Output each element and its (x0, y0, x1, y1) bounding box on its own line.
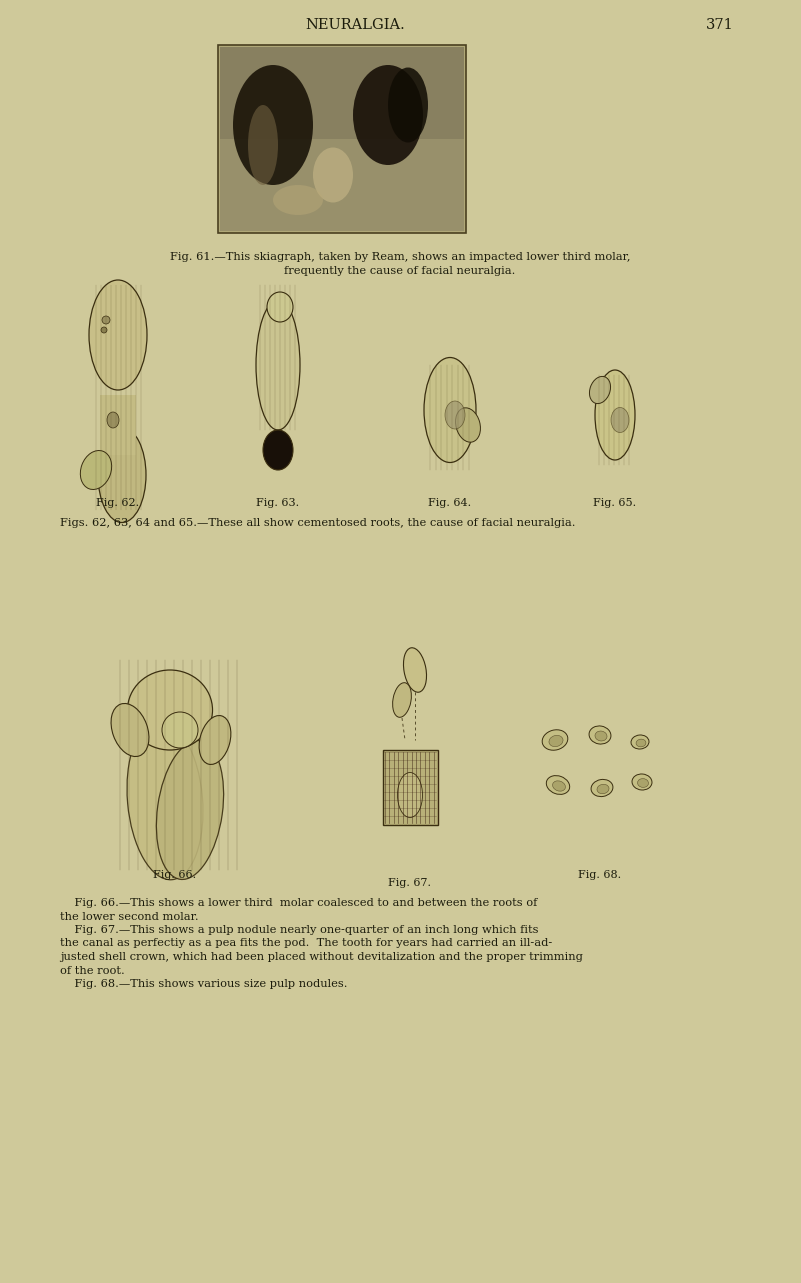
Bar (100, 395, 136, 455)
Ellipse shape (107, 412, 119, 429)
Text: the lower second molar.: the lower second molar. (60, 911, 199, 921)
Text: Fig. 65.: Fig. 65. (594, 498, 637, 508)
Ellipse shape (591, 779, 613, 797)
Ellipse shape (597, 784, 609, 794)
Ellipse shape (445, 402, 465, 429)
Text: justed shell crown, which had been placed without devitalization and the proper : justed shell crown, which had been place… (60, 952, 583, 962)
Ellipse shape (98, 427, 146, 522)
Ellipse shape (199, 716, 231, 765)
Ellipse shape (263, 430, 293, 470)
Ellipse shape (397, 772, 422, 817)
Ellipse shape (392, 683, 412, 717)
Ellipse shape (636, 739, 646, 747)
Ellipse shape (553, 781, 566, 792)
Ellipse shape (313, 148, 353, 203)
Text: Fig. 67.—This shows a pulp nodule nearly one-quarter of an inch long which fits: Fig. 67.—This shows a pulp nodule nearly… (60, 925, 538, 935)
Ellipse shape (595, 370, 635, 461)
Bar (220, 139, 464, 231)
Bar (220, 47, 464, 231)
Bar (218, 45, 466, 234)
Text: Fig. 61.—This skiagraph, taken by Ream, shows an impacted lower third molar,: Fig. 61.—This skiagraph, taken by Ream, … (170, 251, 630, 262)
Text: Fig. 68.—This shows various size pulp nodules.: Fig. 68.—This shows various size pulp no… (60, 979, 348, 989)
Ellipse shape (590, 376, 610, 404)
Ellipse shape (388, 68, 428, 142)
Ellipse shape (273, 185, 323, 216)
Text: Fig. 63.: Fig. 63. (256, 498, 300, 508)
Ellipse shape (589, 726, 611, 744)
Text: the canal as perfectiy as a pea fits the pod.  The tooth for years had carried a: the canal as perfectiy as a pea fits the… (60, 938, 552, 948)
Text: of the root.: of the root. (60, 966, 125, 975)
Text: Figs. 62, 63, 64 and 65.—These all show cementosed roots, the cause of facial ne: Figs. 62, 63, 64 and 65.—These all show … (60, 518, 575, 529)
Ellipse shape (595, 731, 607, 742)
Ellipse shape (546, 776, 570, 794)
Ellipse shape (89, 280, 147, 390)
Ellipse shape (611, 408, 629, 432)
Text: Fig. 62.: Fig. 62. (96, 498, 139, 508)
Ellipse shape (267, 293, 293, 322)
Ellipse shape (424, 358, 476, 462)
Ellipse shape (632, 774, 652, 790)
Text: NEURALGIA.: NEURALGIA. (305, 18, 405, 32)
Circle shape (101, 327, 107, 334)
Ellipse shape (127, 670, 212, 751)
Ellipse shape (127, 720, 203, 880)
Ellipse shape (542, 730, 568, 751)
Text: Fig. 64.: Fig. 64. (429, 498, 472, 508)
Text: Fig. 68.: Fig. 68. (578, 870, 622, 880)
Circle shape (162, 712, 198, 748)
Ellipse shape (111, 703, 149, 757)
Bar (383, 751, 438, 825)
Text: Fig. 66.: Fig. 66. (154, 870, 196, 880)
Text: frequently the cause of facial neuralgia.: frequently the cause of facial neuralgia… (284, 266, 516, 276)
Ellipse shape (638, 779, 649, 788)
Text: 371: 371 (706, 18, 734, 32)
Ellipse shape (156, 740, 223, 879)
Ellipse shape (248, 105, 278, 185)
Ellipse shape (256, 300, 300, 430)
Ellipse shape (549, 735, 563, 747)
Ellipse shape (404, 648, 426, 693)
Ellipse shape (80, 450, 111, 490)
Circle shape (102, 316, 110, 325)
Ellipse shape (631, 735, 649, 749)
Ellipse shape (456, 408, 481, 443)
Ellipse shape (353, 65, 423, 166)
Text: Fig. 66.—This shows a lower third  molar coalesced to and between the roots of: Fig. 66.—This shows a lower third molar … (60, 898, 537, 908)
Ellipse shape (233, 65, 313, 185)
Text: Fig. 67.: Fig. 67. (388, 878, 432, 888)
